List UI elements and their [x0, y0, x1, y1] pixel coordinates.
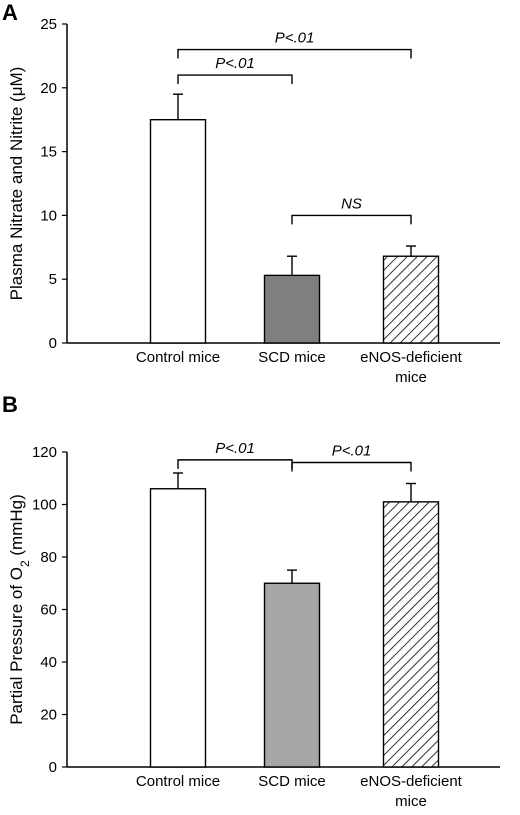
- significance-label: P<.01: [215, 55, 255, 72]
- y-tick-label: 100: [32, 497, 57, 514]
- panel-letter: B: [2, 392, 18, 417]
- bar: [263, 582, 321, 768]
- significance-label: NS: [341, 195, 362, 212]
- category-label: SCD mice: [258, 773, 326, 790]
- y-tick-label: 15: [40, 144, 57, 161]
- y-axis-label: Partial Pressure of O2 (mmHg): [7, 494, 32, 725]
- significance-label: P<.01: [275, 30, 315, 47]
- category-label: Control mice: [136, 773, 220, 790]
- y-tick-label: 20: [40, 80, 57, 97]
- bar: [382, 255, 440, 344]
- y-tick-label: 5: [49, 271, 57, 288]
- y-tick-label: 20: [40, 707, 57, 724]
- category-label: eNOS-deficient: [360, 773, 463, 790]
- bar: [382, 501, 440, 768]
- significance-bracket: [291, 461, 412, 472]
- significance-label: P<.01: [215, 440, 255, 457]
- panel-letter: A: [2, 0, 18, 25]
- category-label: eNOS-deficient: [360, 349, 463, 366]
- bar: [263, 274, 321, 344]
- significance-bracket: [177, 74, 293, 85]
- y-axis-label-text: Partial Pressure of O: [7, 567, 26, 725]
- y-tick-label: 10: [40, 207, 57, 224]
- y-tick-label: 0: [49, 759, 57, 776]
- category-label: mice: [395, 369, 427, 386]
- category-label: Control mice: [136, 349, 220, 366]
- y-axis-label: Plasma Nitrate and Nitrite (μM): [7, 67, 26, 301]
- category-label: mice: [395, 793, 427, 810]
- y-axis-label-unit: (mmHg): [7, 494, 26, 560]
- y-tick-label: 25: [40, 16, 57, 33]
- y-tick-label: 120: [32, 444, 57, 461]
- significance-bracket: [177, 459, 293, 469]
- significance-bracket: [291, 214, 412, 225]
- bar: [149, 488, 207, 768]
- category-label: SCD mice: [258, 349, 326, 366]
- panel-a-chart: A 0 5 10 15 20 25 Plasma Nitrate and Nitrite (μ…: [2, 0, 500, 386]
- y-tick-label: 80: [40, 549, 57, 566]
- y-axis-label-subscript: 2: [18, 560, 32, 567]
- y-tick-label: 40: [40, 654, 57, 671]
- y-tick-label: 60: [40, 602, 57, 619]
- bar: [149, 118, 207, 344]
- panel-b-chart: B 0 20 40 60 80 100 120 Partial Pressure of O2 (…: [2, 392, 500, 810]
- significance-bracket: [177, 48, 412, 59]
- y-tick-label: 0: [49, 335, 57, 352]
- significance-label: P<.01: [332, 443, 372, 460]
